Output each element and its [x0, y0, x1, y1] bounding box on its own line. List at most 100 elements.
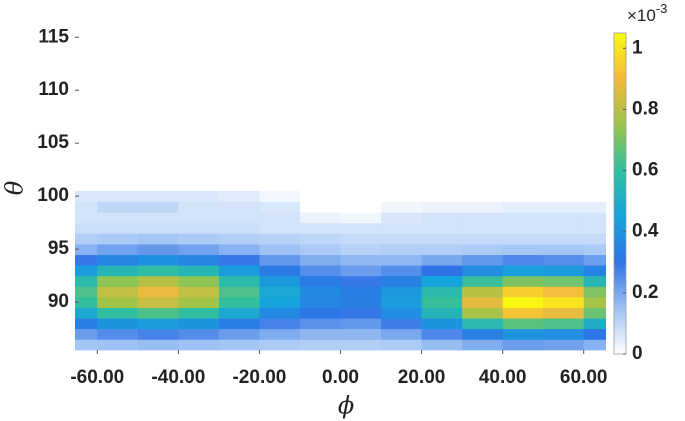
contour-cell: [502, 222, 544, 234]
contour-cell: [583, 296, 606, 308]
contour-cell: [75, 254, 98, 266]
contour-cell: [75, 201, 98, 213]
contour-cell: [299, 307, 342, 319]
contour-cell: [583, 307, 606, 319]
contour-cell: [381, 201, 423, 213]
colorbar-tick-label: 0: [632, 343, 643, 364]
contour-cell: [259, 296, 301, 308]
contour-cell: [462, 296, 504, 308]
colorbar-tick-label: 0.6: [632, 160, 658, 181]
contour-cell: [218, 222, 261, 234]
contour-cell: [340, 286, 382, 298]
contour-cell: [218, 201, 261, 213]
contour-cell: [97, 222, 139, 234]
contour-cell: [583, 286, 606, 298]
contour-cell: [583, 222, 606, 234]
contour-cell: [97, 317, 139, 330]
colorbar: [613, 32, 627, 355]
contour-cell: [462, 307, 504, 319]
contour-cell: [381, 339, 423, 351]
contour-cell: [178, 222, 220, 234]
contour-cell: [543, 201, 585, 213]
contour-cell: [259, 275, 301, 287]
contour-cell: [299, 328, 342, 340]
contour-cell: [137, 254, 179, 266]
contour-cell: [97, 254, 139, 266]
contour-cell: [543, 222, 585, 234]
contour-cell: [502, 275, 544, 287]
contour-cell: [462, 254, 504, 266]
contour-cell: [97, 307, 139, 319]
contour-cell: [421, 254, 463, 266]
contour-cell: [340, 296, 382, 308]
contour-cell: [421, 328, 463, 340]
contour-cell: [218, 307, 261, 319]
contour-cell: [462, 265, 504, 277]
y-tick-label: 95: [48, 238, 70, 259]
x-tick-label: 0.00: [322, 367, 359, 388]
contour-cell: [502, 265, 544, 277]
contour-cell: [75, 328, 98, 340]
contour-cell: [421, 233, 463, 245]
contour-cell: [299, 275, 342, 287]
x-tick-label: 60.00: [560, 367, 608, 388]
contour-cell: [299, 254, 342, 266]
contour-cell: [381, 243, 423, 256]
contour-cell: [543, 339, 585, 351]
contour-cell: [583, 339, 606, 351]
contour-cell: [340, 222, 382, 234]
contour-cell: [259, 254, 301, 266]
contour-cell: [583, 201, 606, 213]
contour-cell: [299, 222, 342, 234]
contour-cell: [259, 286, 301, 298]
x-tick-label: 20.00: [398, 367, 446, 388]
contour-cell: [259, 233, 301, 245]
contour-cell: [218, 296, 261, 308]
contour-cell: [462, 201, 504, 213]
contour-cell: [97, 243, 139, 256]
contour-cell: [178, 317, 220, 330]
contour-cell: [299, 243, 342, 256]
contour-cell: [502, 233, 544, 245]
contour-cell: [178, 328, 220, 340]
contour-cell: [543, 275, 585, 287]
contour-cell: [583, 265, 606, 277]
contour-cell: [543, 212, 585, 224]
contour-cell: [299, 212, 342, 224]
contour-cell: [583, 328, 606, 340]
contour-cell: [97, 296, 139, 308]
contour-cell: [421, 222, 463, 234]
contour-cell: [259, 307, 301, 319]
contour-cell: [340, 254, 382, 266]
contour-cell: [381, 307, 423, 319]
contour-cell: [583, 317, 606, 330]
contour-cell: [583, 254, 606, 266]
contour-cell: [218, 190, 261, 203]
y-tick-label: 90: [48, 291, 69, 312]
contour-cell: [502, 201, 544, 213]
contour-cell: [259, 317, 301, 330]
contour-cell: [178, 286, 220, 298]
contour-cell: [462, 317, 504, 330]
contour-cell: [75, 212, 98, 224]
contour-cell: [583, 233, 606, 245]
contour-cell: [340, 233, 382, 245]
contour-cell: [421, 307, 463, 319]
contour-cell: [137, 317, 179, 330]
contour-cell: [421, 317, 463, 330]
contour-cell: [421, 243, 463, 256]
colorbar-multiplier: ×10-3: [627, 1, 667, 25]
contour-cell: [421, 265, 463, 277]
x-tick-label: -20.00: [232, 367, 286, 388]
contour-cell: [137, 265, 179, 277]
contour-cell: [137, 286, 179, 298]
contour-cell: [299, 201, 342, 213]
contour-cell: [543, 286, 585, 298]
contour-cell: [462, 233, 504, 245]
contour-cell: [543, 317, 585, 330]
contour-cell: [137, 201, 179, 213]
contour-cell: [462, 339, 504, 351]
contour-cell: [75, 222, 98, 234]
contour-cell: [502, 190, 544, 203]
contour-cell: [583, 190, 606, 203]
